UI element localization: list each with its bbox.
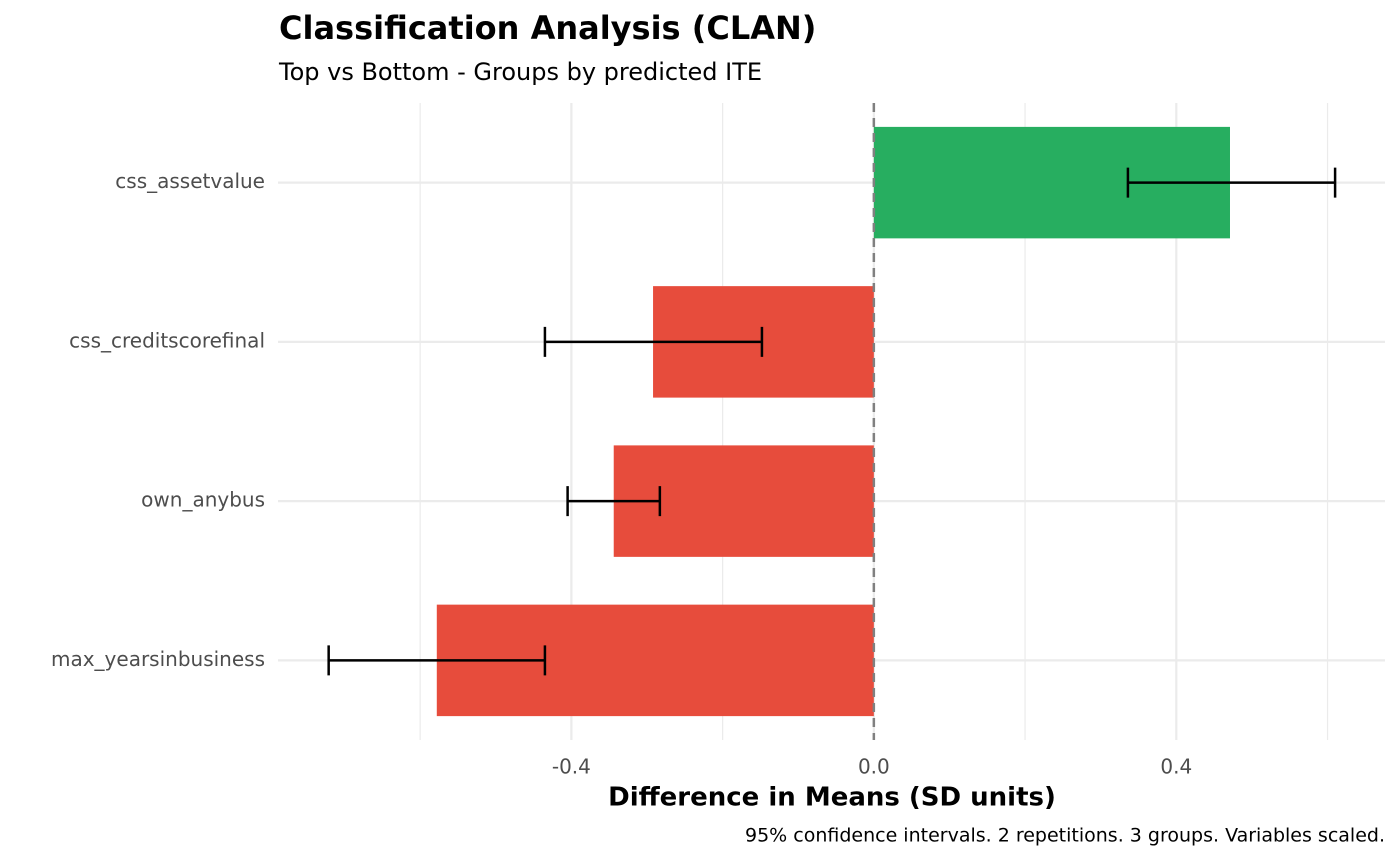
x-tick-label: -0.4 (552, 755, 591, 779)
y-tick-label: css_assetvalue (115, 169, 265, 193)
caption: 95% confidence intervals. 2 repetitions.… (745, 825, 1385, 847)
y-tick-label: max_yearsinbusiness (51, 647, 265, 671)
error-bar (543, 326, 764, 357)
error-bar (1126, 167, 1337, 198)
error-bar (327, 645, 547, 676)
chart-subtitle: Top vs Bottom - Groups by predicted ITE (278, 58, 762, 86)
x-tick-label: 0.0 (858, 755, 890, 779)
error-bar (566, 486, 662, 517)
x-axis-title: Difference in Means (SD units) (608, 783, 1056, 813)
x-tick-label: 0.4 (1160, 755, 1192, 779)
y-tick-label: own_anybus (141, 488, 265, 512)
chart-title: Classification Analysis (CLAN) (279, 9, 816, 47)
y-tick-label: css_creditscorefinal (69, 328, 265, 352)
